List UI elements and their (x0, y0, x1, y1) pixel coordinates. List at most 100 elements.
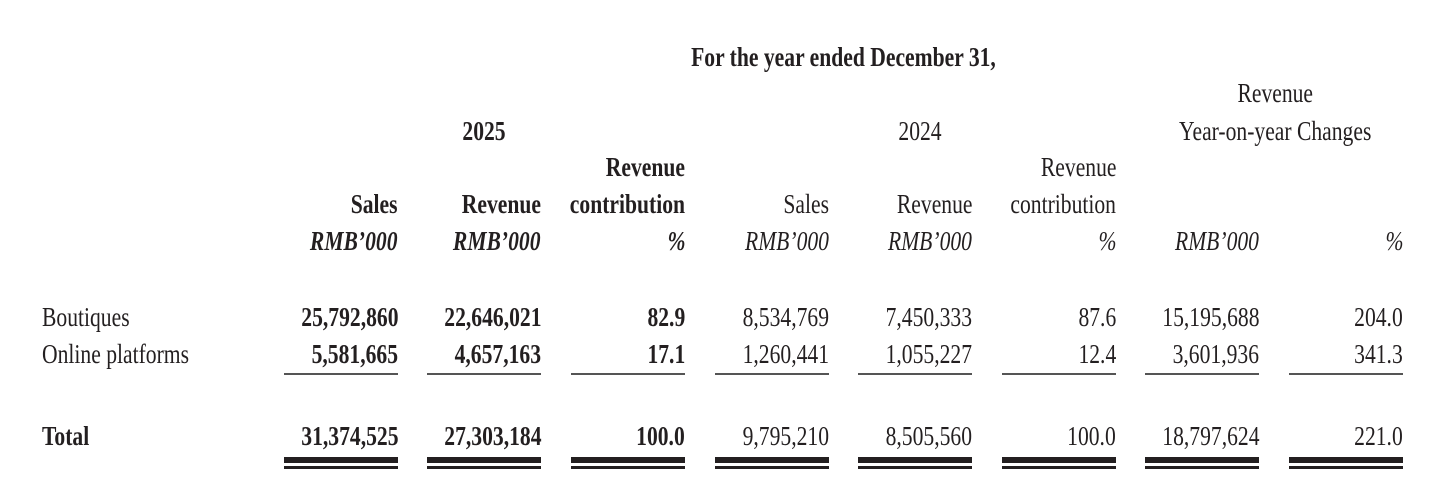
total-cell: 9,795,210 (569, 421, 829, 451)
table-cell-text: 5,581,665 (311, 339, 398, 369)
subtotal-underline (1002, 373, 1116, 375)
table-cell-text: 82.9 (647, 302, 685, 332)
column-unit: RMB’000 (138, 226, 398, 256)
subtotal-underline (1145, 373, 1259, 375)
table-cell-text: 8,534,769 (742, 302, 829, 332)
column-header-line2-text: contribution (1010, 189, 1116, 219)
column-unit: % (425, 226, 685, 256)
table-cell: 341.3 (1143, 339, 1403, 369)
total-label: Total (42, 421, 101, 451)
subtotal-underline (284, 373, 398, 375)
table-cell: 1,055,227 (712, 339, 972, 369)
column-header-line2-text: Revenue (461, 189, 541, 219)
total-cell-text: 18,797,624 (1161, 421, 1259, 451)
column-unit-text: % (1098, 226, 1116, 256)
column-header-line2: Revenue (712, 189, 972, 219)
total-double-underline (1289, 457, 1403, 469)
column-header-line2: Sales (138, 189, 398, 219)
table-cell: 3,601,936 (999, 339, 1259, 369)
column-header-line2-text: contribution (569, 189, 685, 219)
table-cell: 15,195,688 (999, 302, 1259, 332)
subtotal-underline (858, 373, 972, 375)
total-label-text: Total (42, 421, 90, 451)
total-double-underline (427, 457, 541, 469)
subtotal-underline (571, 373, 685, 375)
table-cell: 8,534,769 (569, 302, 829, 332)
column-header-line2-text: Sales (783, 189, 829, 219)
column-header-line2: contribution (425, 189, 685, 219)
total-cell: 221.0 (1143, 421, 1403, 451)
table-cell: 17.1 (425, 339, 685, 369)
column-unit-text: % (1385, 226, 1403, 256)
column-unit-text: RMB’000 (1175, 226, 1259, 256)
table-cell-text: 22,646,021 (443, 302, 541, 332)
row-label-text: Boutiques (42, 302, 130, 332)
period-heading: For the year ended December 31, (690, 42, 996, 72)
total-cell: 18,797,624 (999, 421, 1259, 451)
subtotal-underline (427, 373, 541, 375)
column-header-line2: Revenue (281, 189, 541, 219)
changes-heading-line2: Year-on-year Changes (1178, 116, 1372, 146)
column-unit-text: RMB’000 (310, 226, 398, 256)
total-cell: 100.0 (425, 421, 685, 451)
column-unit: RMB’000 (712, 226, 972, 256)
column-unit: RMB’000 (999, 226, 1259, 256)
row-label: Online platforms (42, 339, 226, 369)
table-cell: 1,260,441 (569, 339, 829, 369)
total-cell-text: 8,505,560 (885, 421, 972, 451)
subtotal-underline (715, 373, 829, 375)
total-cell-text: 9,795,210 (742, 421, 829, 451)
table-cell-text: 7,450,333 (885, 302, 972, 332)
table-cell: 204.0 (1143, 302, 1403, 332)
table-cell-text: 12.4 (1078, 339, 1116, 369)
table-cell-text: 17.1 (647, 339, 685, 369)
total-double-underline (715, 457, 829, 469)
table-cell: 4,657,163 (281, 339, 541, 369)
column-header-line2-text: Revenue (896, 189, 972, 219)
table-cell-text: 15,195,688 (1161, 302, 1259, 332)
column-header-line1: Revenue (425, 152, 685, 182)
changes-heading-line1: Revenue (1237, 78, 1313, 108)
table-cell: 25,792,860 (138, 302, 398, 332)
column-header-line2: Sales (569, 189, 829, 219)
year-2024-heading: 2024 (898, 116, 942, 146)
total-cell: 100.0 (856, 421, 1116, 451)
subtotal-underline (1289, 373, 1403, 375)
total-double-underline (1145, 457, 1259, 469)
table-cell-text: 341.3 (1354, 339, 1403, 369)
table-cell: 5,581,665 (138, 339, 398, 369)
column-unit-text: RMB’000 (888, 226, 972, 256)
column-header-line2: contribution (856, 189, 1116, 219)
total-cell: 31,374,525 (138, 421, 398, 451)
table-cell-text: 87.6 (1078, 302, 1116, 332)
column-unit: % (856, 226, 1116, 256)
column-unit: RMB’000 (281, 226, 541, 256)
table-cell-text: 25,792,860 (300, 302, 398, 332)
total-cell: 27,303,184 (281, 421, 541, 451)
column-unit: RMB’000 (569, 226, 829, 256)
table-cell: 12.4 (856, 339, 1116, 369)
total-cell-text: 31,374,525 (300, 421, 398, 451)
total-double-underline (858, 457, 972, 469)
column-unit-text: RMB’000 (745, 226, 829, 256)
total-cell-text: 27,303,184 (443, 421, 541, 451)
table-cell: 82.9 (425, 302, 685, 332)
column-unit: % (1143, 226, 1403, 256)
column-header-line1-text: Revenue (605, 152, 685, 182)
column-header-line2-text: Sales (351, 189, 398, 219)
total-cell-text: 100.0 (1067, 421, 1116, 451)
row-label: Boutiques (42, 302, 152, 332)
table-cell: 7,450,333 (712, 302, 972, 332)
table-cell: 22,646,021 (281, 302, 541, 332)
table-cell-text: 4,657,163 (454, 339, 541, 369)
year-2025-heading: 2025 (462, 116, 506, 146)
column-header-line1: Revenue (856, 152, 1116, 182)
total-cell-text: 221.0 (1354, 421, 1403, 451)
column-unit-text: % (667, 226, 685, 256)
total-cell: 8,505,560 (712, 421, 972, 451)
total-double-underline (571, 457, 685, 469)
total-double-underline (1002, 457, 1116, 469)
table-cell-text: 1,260,441 (742, 339, 829, 369)
table-cell-text: 3,601,936 (1172, 339, 1259, 369)
column-header-line1-text: Revenue (1040, 152, 1116, 182)
